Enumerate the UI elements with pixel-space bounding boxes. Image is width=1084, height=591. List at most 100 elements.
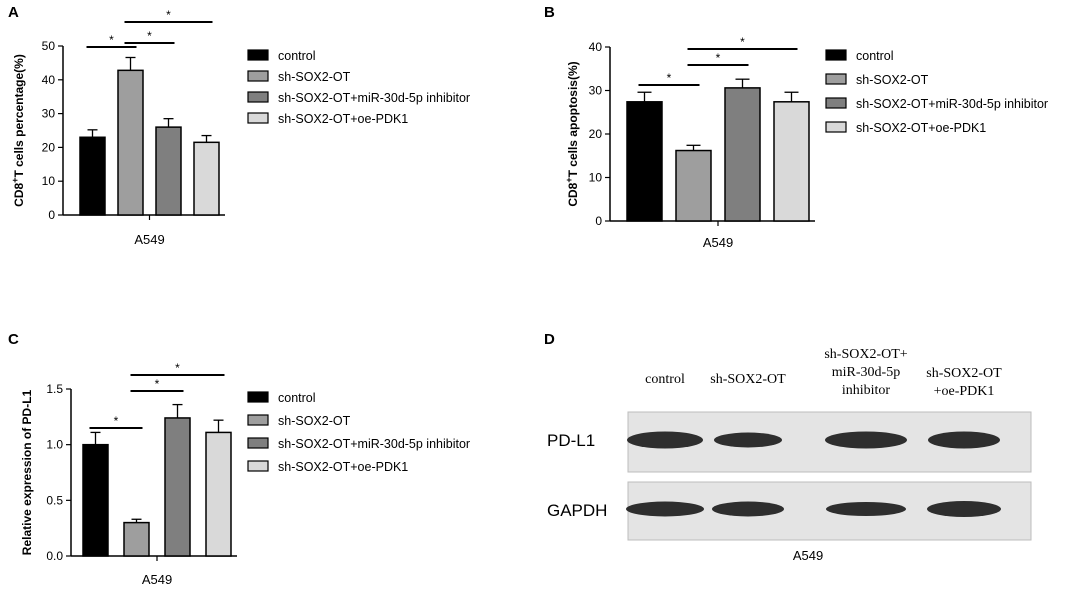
y-tick-label: 40 <box>589 40 603 54</box>
legend-swatch <box>247 437 269 449</box>
legend-swatch <box>247 112 269 124</box>
y-tick-label: 20 <box>589 127 603 141</box>
legend-swatch <box>247 91 269 103</box>
legend-label: sh-SOX2-OT+oe-PDK1 <box>278 460 408 474</box>
bar-4 <box>205 431 232 557</box>
significance-star: * <box>166 8 171 22</box>
y-axis-label-sup: + <box>564 177 574 182</box>
x-axis-label: A549 <box>142 572 172 587</box>
blot-row-label: PD-L1 <box>547 431 595 450</box>
bar-3 <box>155 126 182 216</box>
legend-label: control <box>856 49 894 63</box>
y-tick-label: 1.5 <box>46 382 63 396</box>
y-tick-label: 0 <box>48 208 55 222</box>
y-tick-label: 50 <box>42 39 56 53</box>
legend-label: sh-SOX2-OT+oe-PDK1 <box>856 121 986 135</box>
y-tick-label: 1.0 <box>46 438 63 452</box>
blot-column-label: sh-SOX2-OT+ <box>824 347 907 362</box>
bar-1 <box>79 136 106 216</box>
chart-b: 0 10 20 30 40 * * * A549 CD8+T cells apoptosis(%)… <box>564 35 1048 250</box>
y-tick-label: 20 <box>42 140 56 154</box>
blot-column-label: inhibitor <box>842 383 891 398</box>
legend-label: sh-SOX2-OT+miR-30d-5p inhibitor <box>278 91 470 105</box>
blot-column-label: miR-30d-5p <box>832 365 900 380</box>
legend-swatch <box>247 70 269 82</box>
panel-label-d: D <box>544 331 555 348</box>
legend-label: sh-SOX2-OT <box>278 414 351 428</box>
legend-label: control <box>278 49 316 63</box>
western-blot-d: control sh-SOX2-OT sh-SOX2-OT+ miR-30d-5p in… <box>547 347 1032 563</box>
legend-swatch <box>825 49 847 61</box>
legend-swatch <box>247 414 269 426</box>
y-tick-label: 0.5 <box>46 493 63 507</box>
bar-2 <box>675 149 712 222</box>
blot-column-label: control <box>645 372 685 387</box>
y-axis-label-part: Relative expression of PD-L1 <box>20 389 34 555</box>
legend-swatch <box>825 121 847 133</box>
significance-star: * <box>109 33 114 47</box>
blot-band <box>825 431 907 449</box>
y-tick-label: 10 <box>589 171 603 185</box>
legend-label: sh-SOX2-OT+miR-30d-5p inhibitor <box>856 97 1048 111</box>
y-tick-label: 0 <box>595 214 602 228</box>
blot-band <box>712 501 784 517</box>
blot-band <box>826 502 906 516</box>
bar-3 <box>164 417 191 557</box>
legend-swatch <box>825 73 847 85</box>
legend-swatch <box>247 49 269 61</box>
bar-4 <box>193 141 220 216</box>
y-tick-label: 40 <box>42 73 56 87</box>
legend-label: sh-SOX2-OT <box>278 70 351 84</box>
bar-1 <box>626 101 663 222</box>
significance-star: * <box>740 35 745 49</box>
panel-label-a: A <box>8 4 19 21</box>
y-tick-label: 0.0 <box>46 549 63 563</box>
blot-column-label: sh-SOX2-OT <box>926 366 1002 381</box>
y-axis-label: CD8+T cells percentage(%) <box>10 54 26 207</box>
legend-swatch <box>825 97 847 109</box>
y-axis-label-part: CD8 <box>12 182 26 206</box>
y-tick-label: 30 <box>42 107 56 121</box>
bar-2 <box>123 521 150 557</box>
bar-4 <box>773 101 810 222</box>
legend-swatch <box>247 460 269 472</box>
panel-label-c: C <box>8 331 19 348</box>
bar-1 <box>82 443 109 557</box>
blot-band <box>928 431 1000 449</box>
y-axis-label: CD8+T cells apoptosis(%) <box>564 61 580 206</box>
x-axis-label: A549 <box>703 235 733 250</box>
y-axis-label-part: T cells percentage(%) <box>12 54 26 177</box>
y-axis-label-part: T cells apoptosis(%) <box>566 61 580 177</box>
y-axis-label-part: CD8 <box>566 182 580 206</box>
panel-label-b: B <box>544 4 555 21</box>
blot-column-label: sh-SOX2-OT <box>710 372 786 387</box>
legend-label: sh-SOX2-OT <box>856 73 929 87</box>
chart-a: 0 10 20 30 40 50 * * * A549 CD8+T cells percentage… <box>10 8 470 247</box>
bar-2 <box>117 69 144 216</box>
blot-x-label: A549 <box>793 548 823 563</box>
significance-star: * <box>114 414 119 428</box>
legend-swatch <box>247 391 269 403</box>
blot-column-label: +oe-PDK1 <box>934 384 995 399</box>
bar-3 <box>724 87 761 222</box>
chart-c: 0.0 0.5 1.0 1.5 * * * A549 Relative expression o… <box>20 361 470 587</box>
y-tick-label: 30 <box>589 84 603 98</box>
blot-band <box>626 501 704 517</box>
significance-star: * <box>155 377 160 391</box>
x-axis-label: A549 <box>134 232 164 247</box>
legend-label: sh-SOX2-OT+miR-30d-5p inhibitor <box>278 437 470 451</box>
significance-star: * <box>716 51 721 65</box>
blot-row-label: GAPDH <box>547 501 607 520</box>
blot-band <box>627 431 703 449</box>
legend-label: control <box>278 391 316 405</box>
legend-label: sh-SOX2-OT+oe-PDK1 <box>278 112 408 126</box>
y-axis-label: Relative expression of PD-L1 <box>20 389 34 555</box>
significance-star: * <box>147 29 152 43</box>
significance-star: * <box>175 361 180 375</box>
blot-band <box>714 432 782 448</box>
y-tick-label: 10 <box>42 174 56 188</box>
blot-band <box>927 501 1001 517</box>
y-axis-label-sup: + <box>10 178 20 183</box>
significance-star: * <box>667 71 672 85</box>
